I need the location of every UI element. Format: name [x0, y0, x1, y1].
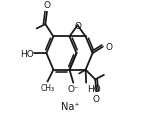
Text: O: O: [93, 94, 100, 103]
Text: O: O: [106, 43, 113, 52]
Text: O⁻: O⁻: [67, 85, 79, 93]
Text: O: O: [74, 22, 81, 30]
Text: O: O: [44, 1, 50, 10]
Text: Na⁺: Na⁺: [61, 101, 80, 111]
Text: HO: HO: [20, 49, 34, 58]
Text: HO: HO: [87, 85, 100, 93]
Text: CH₃: CH₃: [40, 83, 55, 92]
